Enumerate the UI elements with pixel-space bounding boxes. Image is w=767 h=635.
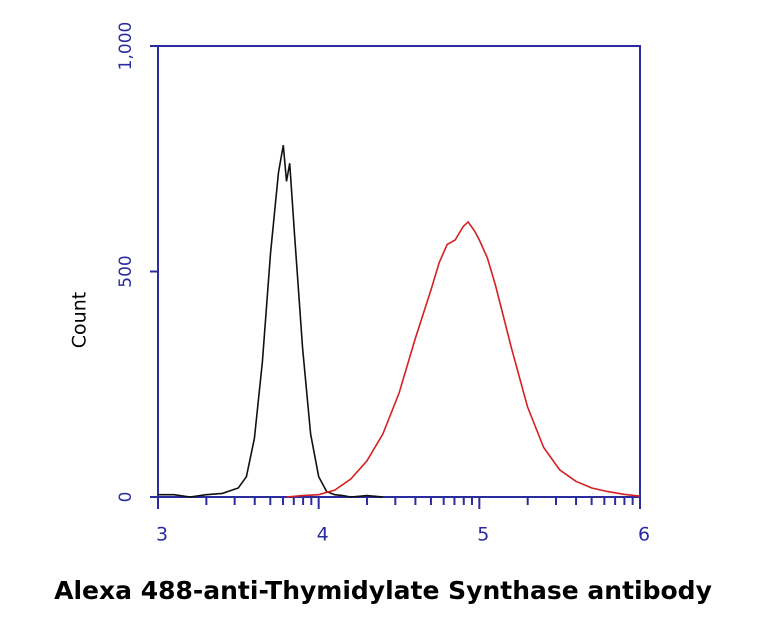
x-tick-label: 4: [317, 524, 329, 546]
y-tick-label: 0: [116, 492, 136, 503]
x-tick-label: 5: [477, 524, 489, 546]
histogram-line: [158, 145, 383, 498]
y-tick-label: 500: [116, 255, 136, 287]
histogram-line: [286, 220, 641, 498]
x-tick-label: 3: [156, 524, 168, 546]
plot-frame: [157, 45, 641, 498]
y-tick-label: 1,000: [116, 22, 136, 71]
chart-title: Alexa 488-anti-Thymidylate Synthase anti…: [54, 576, 712, 605]
x-tick-label: 6: [638, 524, 650, 546]
y-axis-label: Count: [69, 292, 91, 348]
